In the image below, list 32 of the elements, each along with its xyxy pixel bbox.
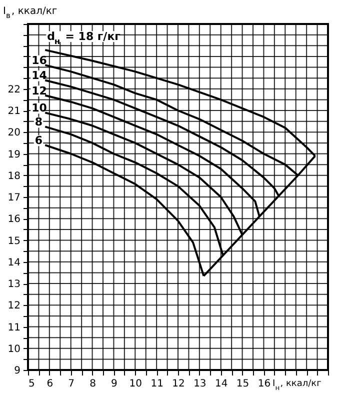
y-tick-label: 11 [8,322,20,334]
x-tick-label: 13 [194,378,206,390]
x-tick-label: 12 [172,378,185,390]
y-tick-label: 19 [8,149,20,160]
series-label: 8 [34,116,43,129]
series-label: 6 [34,134,43,148]
y-tick-label: 18 [8,170,20,182]
y-tick-label: 15 [8,236,20,247]
x-tick-label: 9 [111,378,118,390]
y-tick-label: 14 [8,257,20,268]
x-tick-label: 7 [68,378,75,390]
x-tick-label: 6 [46,378,54,390]
x-tick-label: 5 [28,378,35,390]
x-tick-label: 14 [214,378,228,390]
series-label: 12 [32,84,47,98]
y-tick-label: 22 [8,84,20,96]
y-tick-label: 9 [14,366,20,376]
x-tick-label: 10 [129,378,142,390]
x-tick-label: 15 [236,378,250,390]
y-tick-label: 17 [8,192,20,204]
series-label: 16 [32,54,48,68]
y-tick-label: 13 [8,279,20,290]
x-tick-label: 8 [90,378,96,390]
x-tick-label: 16 [258,378,271,390]
y-tick-label: 16 [8,214,20,226]
y-tick-label: 10 [8,344,20,355]
y-tick-label: 21 [8,106,20,117]
x-tick-label: 11 [150,378,164,390]
y-tick-label: 20 [8,128,20,139]
y-tick-label: 12 [8,300,20,312]
series-label: 10 [32,102,48,115]
series-label: 14 [32,69,48,82]
